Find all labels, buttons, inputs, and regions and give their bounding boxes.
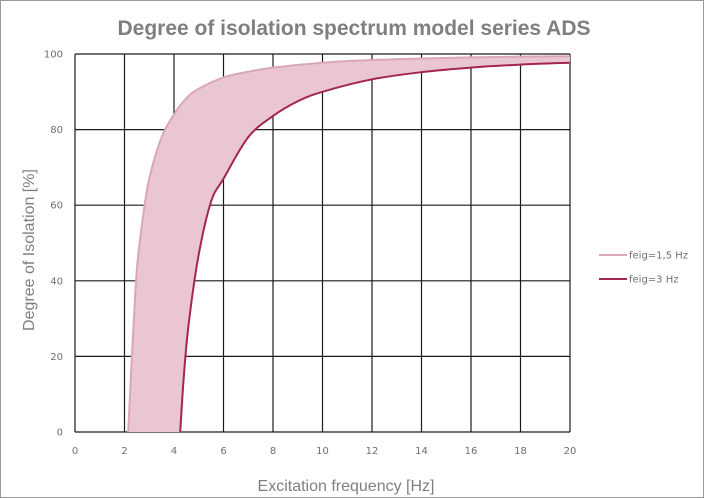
x-tick-label: 16 xyxy=(465,446,478,457)
x-axis-ticks: 0 2 4 6 8 10 12 14 16 18 20 xyxy=(72,446,577,457)
x-tick-label: 12 xyxy=(366,446,379,457)
x-tick-label: 0 xyxy=(72,446,78,457)
chart-legend: feig=1,5 Hz feig=3 Hz xyxy=(599,251,688,286)
x-axis-title: Excitation frequency [Hz] xyxy=(258,478,435,495)
isolation-band-area xyxy=(128,56,570,433)
x-tick-label: 4 xyxy=(171,446,177,457)
y-axis-ticks: 0 20 40 60 80 100 xyxy=(44,50,63,439)
y-axis-title: Degree of Isolation [%] xyxy=(21,169,38,331)
x-tick-label: 14 xyxy=(415,446,428,457)
y-tick-label: 100 xyxy=(44,50,63,61)
x-tick-label: 2 xyxy=(121,446,127,457)
series-line-2 xyxy=(179,61,571,433)
x-tick-label: 10 xyxy=(316,446,329,457)
y-tick-label: 80 xyxy=(50,125,63,136)
y-tick-label: 0 xyxy=(57,428,63,439)
x-tick-label: 18 xyxy=(514,446,527,457)
x-tick-label: 6 xyxy=(220,446,226,457)
series-lines xyxy=(127,55,571,433)
x-tick-label: 8 xyxy=(270,446,276,457)
legend-label: feig=3 Hz xyxy=(629,275,679,286)
y-tick-label: 40 xyxy=(50,276,63,287)
chart-title: Degree of isolation spectrum model serie… xyxy=(117,17,590,40)
legend-label: feig=1,5 Hz xyxy=(629,251,688,262)
y-tick-label: 20 xyxy=(50,352,63,363)
y-tick-label: 60 xyxy=(50,201,63,212)
series-line-1 xyxy=(127,55,571,433)
x-tick-label: 20 xyxy=(564,446,577,457)
